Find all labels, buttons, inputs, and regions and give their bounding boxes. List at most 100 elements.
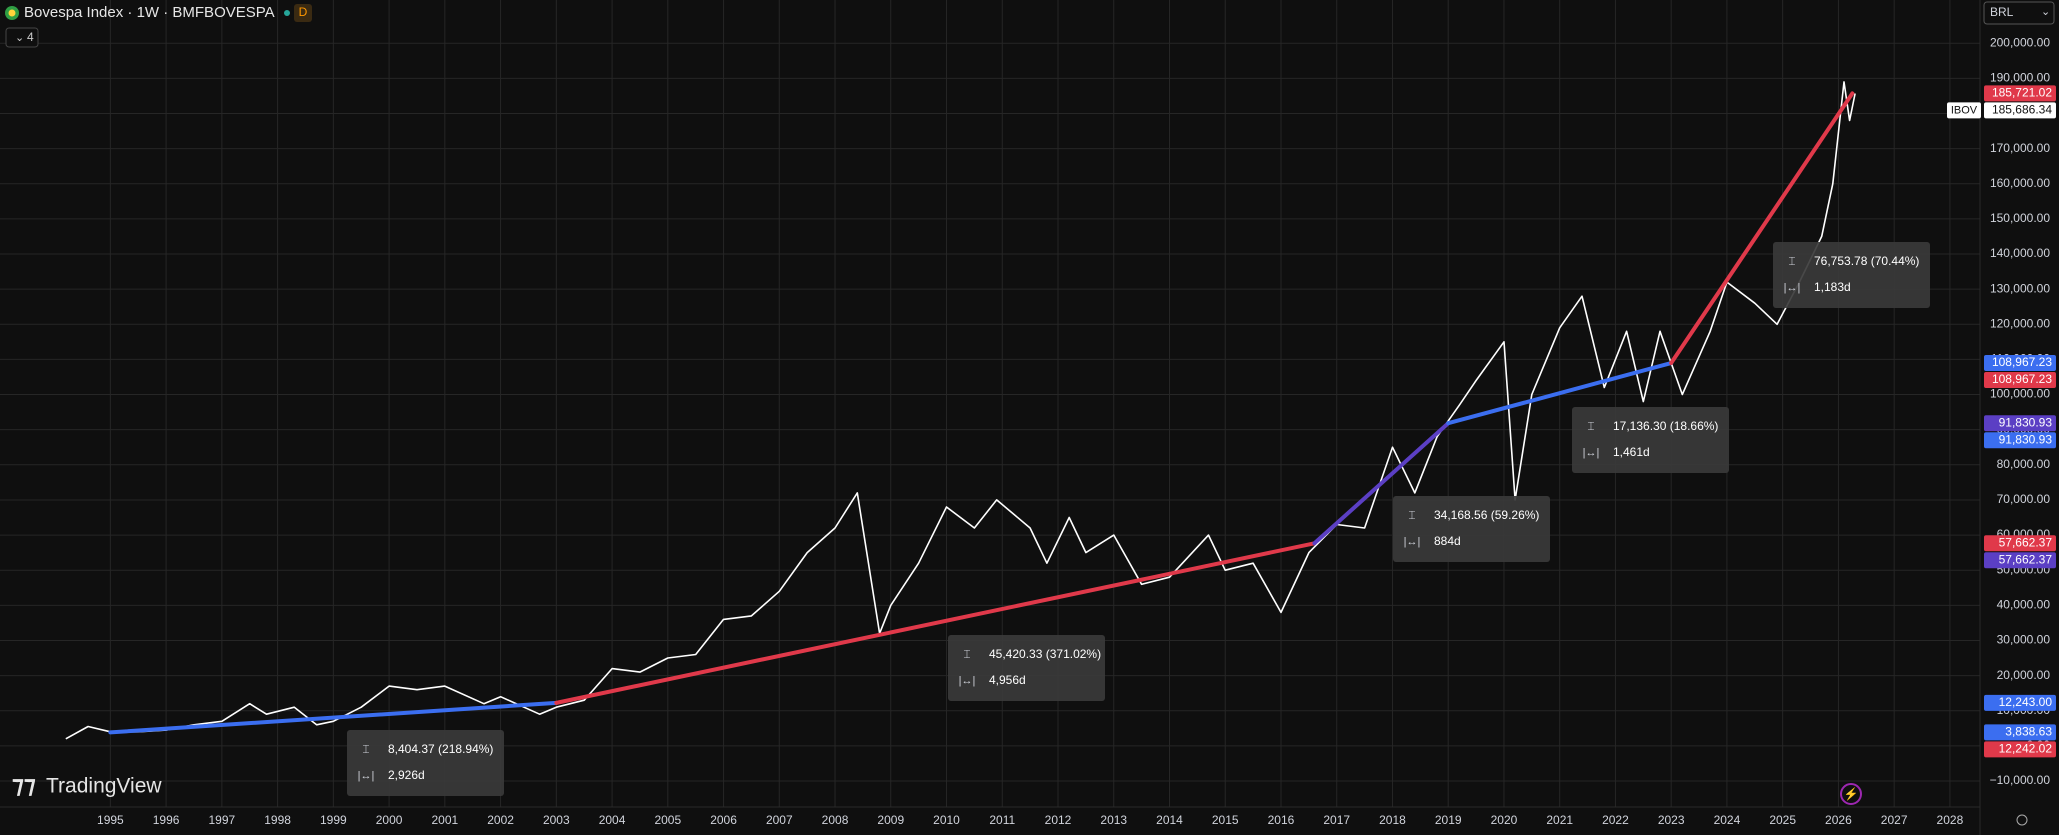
x-tick-label: 2023: [1658, 813, 1685, 827]
x-tick-label: 2011: [989, 813, 1015, 827]
measure-duration: 2,926d: [388, 768, 425, 782]
measure-change: 17,136.30 (18.66%): [1613, 419, 1718, 433]
x-tick-label: 2017: [1323, 813, 1350, 827]
measure-change: 34,168.56 (59.26%): [1434, 508, 1539, 522]
measure-icon: |↔|: [358, 770, 375, 782]
indicators-chevron: ⌄: [15, 32, 24, 44]
x-tick-label: 2026: [1825, 813, 1852, 827]
x-tick-label: 1998: [264, 813, 291, 827]
measure-box: [1572, 407, 1729, 473]
x-tick-label: 2008: [822, 813, 849, 827]
price-line: [65, 81, 1856, 740]
y-tick-label: 140,000.00: [1990, 246, 2050, 260]
y-tick-label: 160,000.00: [1990, 176, 2050, 190]
price-badge: [1984, 355, 2056, 372]
trend-line: [108, 700, 559, 735]
price-badge-label: 57,662.37: [1999, 535, 2053, 549]
price-badge-label: 57,662.37: [1999, 552, 2053, 566]
price-badge-label: 108,967.23: [1992, 355, 2052, 369]
price-badge: [1984, 432, 2056, 449]
symbol-badge: [1947, 102, 1981, 119]
last-price-badge-label: 185,686.34: [1992, 103, 2052, 117]
price-badge-label: 3,838.63: [2005, 725, 2052, 739]
x-tick-label: 2009: [877, 813, 904, 827]
x-tick-label: 2005: [654, 813, 681, 827]
price-badge: [1984, 85, 2056, 102]
y-tick-label: 30,000.00: [1997, 633, 2051, 647]
measure-duration: 1,183d: [1814, 280, 1851, 294]
measure-icon: ⌶: [1587, 419, 1594, 433]
measure-icon: ⌶: [963, 647, 970, 661]
status: D: [299, 5, 308, 19]
x-tick-label: 2025: [1769, 813, 1796, 827]
symbol-title[interactable]: Bovespa Index · 1W · BMFBOVESPA: [24, 4, 275, 21]
plot: [65, 81, 1856, 740]
measure-box: [1773, 242, 1930, 308]
measure-duration: 884d: [1434, 534, 1461, 548]
measure-box: [347, 730, 504, 796]
y-tick-label: 20,000.00: [1997, 668, 2051, 682]
symbol-badge-label: IBOV: [1951, 104, 1978, 116]
x-tick-label: 2002: [487, 813, 514, 827]
replay-icon: ⚡: [1844, 787, 1859, 801]
y-tick-label: 200,000.00: [1990, 35, 2050, 49]
y-tick-label: 170,000.00: [1990, 141, 2050, 155]
price-badge-label: 91,830.93: [1999, 415, 2053, 429]
x-tick-label: 2010: [933, 813, 960, 827]
x-tick-label: 2012: [1045, 813, 1072, 827]
last-price-badge: [1984, 102, 2056, 119]
y-tick-label: 40,000.00: [1997, 598, 2051, 612]
price-badge: [1984, 694, 2056, 711]
price-badge: [1984, 724, 2056, 741]
price-badge-label: 12,243.00: [1999, 695, 2053, 709]
y-tick-label: 190,000.00: [1990, 71, 2050, 85]
y-tick-label: 80,000.00: [1997, 457, 2051, 471]
price-badge: [1984, 415, 2056, 432]
replay-button[interactable]: [1840, 783, 1862, 805]
logo[interactable]: TradingView: [46, 775, 162, 798]
symbol-icon-center: [8, 9, 16, 17]
indicators-toggle[interactable]: [5, 27, 39, 48]
measure-icon: ⌶: [362, 742, 369, 756]
y-tick-label: −10,000.00: [1990, 773, 2051, 787]
y-tick-label: 150,000.00: [1990, 211, 2050, 225]
x-tick-label: 2019: [1435, 813, 1462, 827]
x-tick-label: 1995: [97, 813, 124, 827]
measure-change: 76,753.78 (70.44%): [1814, 254, 1919, 268]
x-tick-label: 2015: [1212, 813, 1239, 827]
x-tick-label: 2000: [376, 813, 403, 827]
x-tick-label: 2027: [1881, 813, 1908, 827]
price-badge-label: 12,242.02: [1999, 742, 2053, 756]
measure-icon: |↔|: [1404, 536, 1421, 548]
x-tick-label: 2014: [1156, 813, 1183, 827]
measure-icon: |↔|: [959, 675, 976, 687]
measure-duration: 1,461d: [1613, 445, 1650, 459]
price-badge-label: 108,967.23: [1992, 372, 2052, 386]
trend-line: [1669, 91, 1855, 366]
status-badge: [294, 4, 312, 22]
price-badge: [1984, 552, 2056, 569]
y-tick-label: 120,000.00: [1990, 316, 2050, 330]
x-tick-label: 2013: [1100, 813, 1127, 827]
currency-chevron: ⌄: [2041, 6, 2050, 18]
currency-button[interactable]: [1983, 1, 2055, 25]
x-tick-label: 2007: [766, 813, 793, 827]
y-tick-label: 130,000.00: [1990, 281, 2050, 295]
measure-duration: 4,956d: [989, 673, 1026, 687]
x-tick-label: 2004: [599, 813, 626, 827]
currency: BRL: [1990, 5, 2014, 19]
trend-line: [1312, 421, 1451, 546]
measure-box: [1393, 496, 1550, 562]
market-dot: [284, 10, 290, 16]
settings-button[interactable]: [2016, 814, 2028, 826]
price-badge: [1984, 372, 2056, 389]
indicators-count: 4: [27, 30, 34, 44]
trend-line: [1446, 361, 1674, 426]
x-tick-label: 2024: [1714, 813, 1741, 827]
x-tick-label: 2020: [1491, 813, 1518, 827]
trend-line: [554, 541, 1317, 705]
x-tick-label: 2022: [1602, 813, 1629, 827]
measure-icon: ⌶: [1788, 254, 1795, 268]
y-tick-label: 70,000.00: [1997, 492, 2051, 506]
